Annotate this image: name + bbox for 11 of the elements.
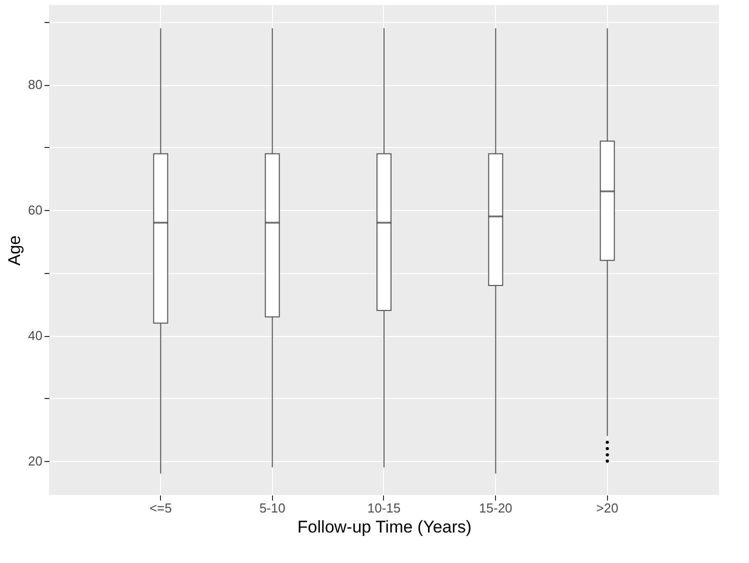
- x-tick-label: <=5: [149, 500, 172, 516]
- x-tick-label: 10-15: [367, 500, 401, 516]
- x-axis-title: Follow-up Time (Years): [297, 518, 472, 536]
- x-tick-label: 15-20: [479, 500, 512, 516]
- y-axis-title: Age: [5, 235, 24, 266]
- x-tick-label: >20: [596, 500, 618, 516]
- y-tick-label: 80: [28, 77, 42, 92]
- y-tick-label: 60: [28, 202, 42, 218]
- y-tick-label: 20: [28, 454, 42, 469]
- y-tick-label: 40: [28, 328, 42, 344]
- x-tick-label: 5-10: [259, 500, 286, 516]
